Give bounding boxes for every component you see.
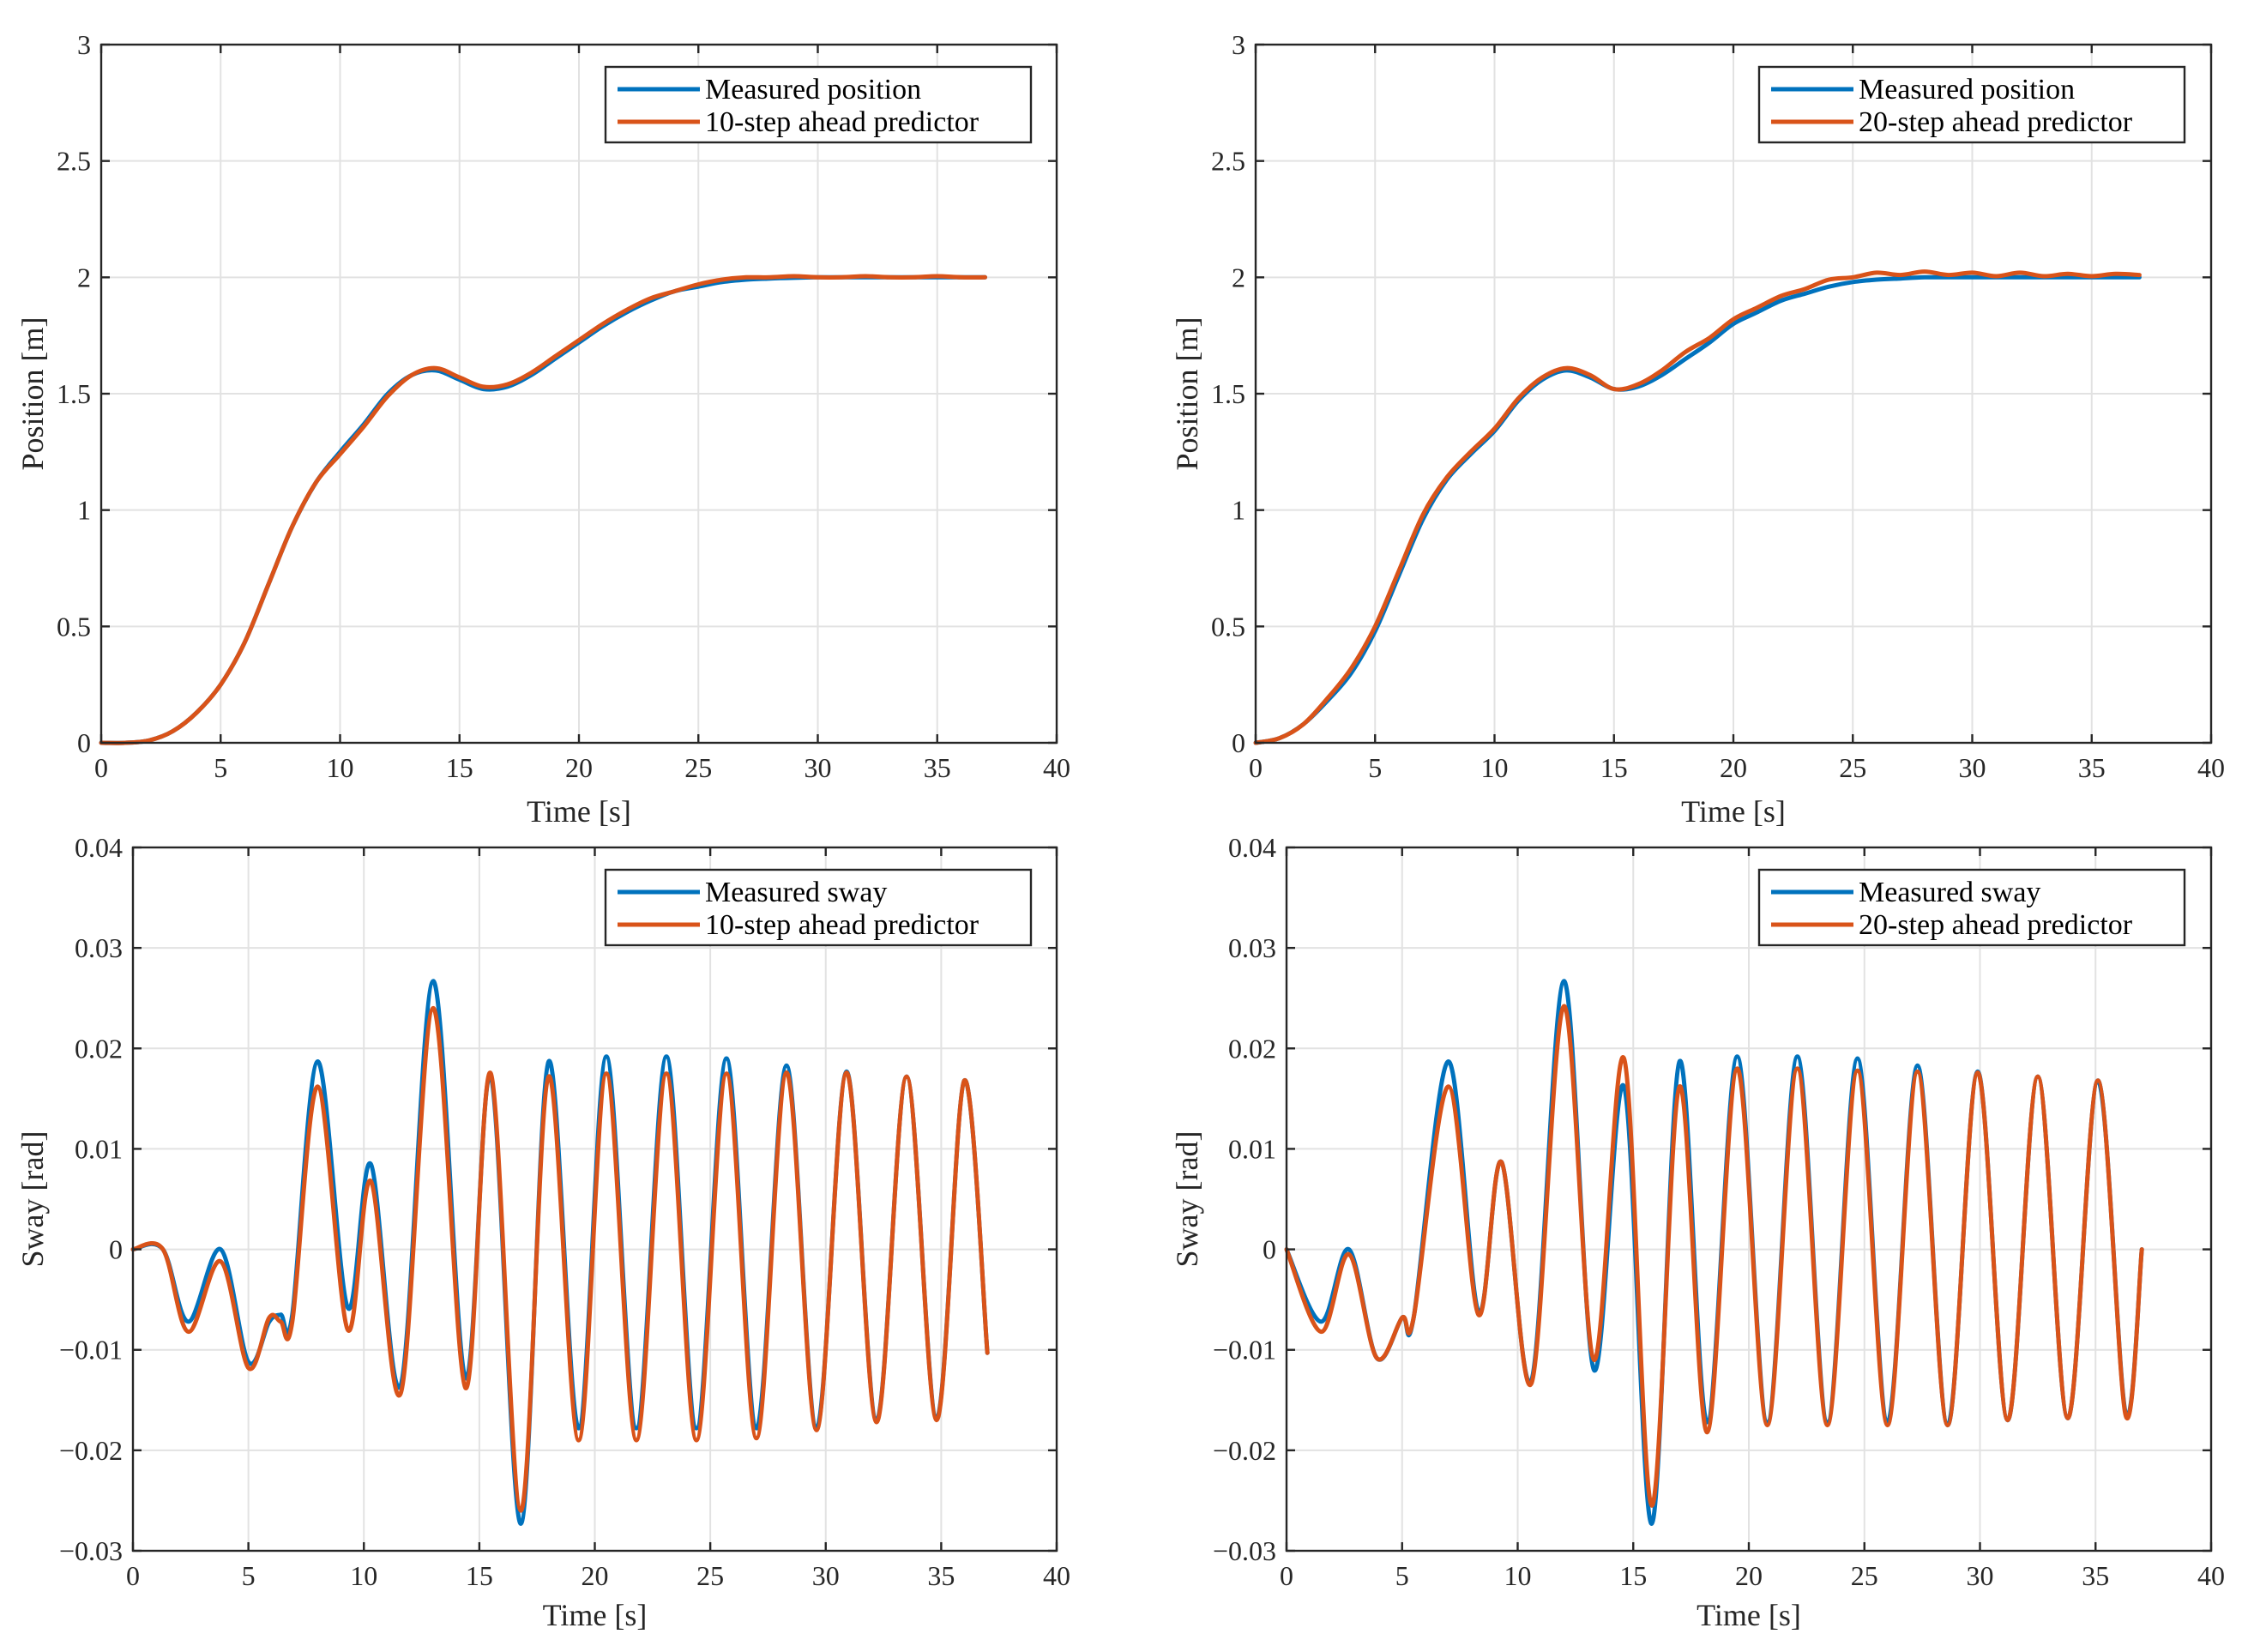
x-tick-label: 20 (582, 1560, 609, 1591)
x-tick-label: 30 (805, 752, 832, 783)
x-tick-label: 5 (1368, 752, 1382, 783)
x-tick-label: 10 (1481, 752, 1509, 783)
legend-label-measured: Measured sway (705, 877, 887, 908)
x-tick-label: 25 (684, 752, 712, 783)
y-tick-label: 3 (1232, 29, 1245, 60)
series-line-predictor (1253, 269, 2142, 745)
x-tick-label: 15 (466, 1560, 493, 1591)
x-tick-label: 25 (1839, 752, 1866, 783)
x-axis-label: Time [s] (1697, 1598, 1801, 1632)
x-tick-label: 20 (1735, 1560, 1763, 1591)
x-axis-label: Time [s] (1681, 794, 1786, 829)
y-tick-label: 0.5 (1211, 611, 1245, 642)
y-tick-label: 2.5 (57, 146, 91, 177)
y-tick-label: 0.03 (75, 932, 123, 963)
x-tick-label: 0 (126, 1560, 140, 1591)
y-tick-label: 1.5 (57, 378, 91, 409)
chart-position-20: 0 5 10 15 20 25 30 35 40 0 0.5 1 1.5 2 2.5 3 Time [s] Pos… (1170, 29, 2225, 829)
y-axis-label: Position [m] (1170, 317, 1204, 470)
legend-box (604, 65, 1033, 144)
y-tick-label: 0.04 (75, 832, 123, 863)
chart-position-10: 0 5 10 15 20 25 30 35 40 0 0.5 1 1.5 2 2.5 3 Time [s] Pos… (15, 29, 1070, 829)
x-tick-label: 10 (327, 752, 354, 783)
y-axis-label: Sway [rad] (15, 1131, 50, 1268)
x-tick-label: 40 (1043, 1560, 1070, 1591)
y-tick-label: 2 (77, 262, 91, 292)
y-axis-label: Sway [rad] (1170, 1131, 1204, 1268)
series-line-predictor (1284, 1004, 2144, 1508)
legend-box (1757, 65, 2186, 144)
legend-label-measured: Measured position (705, 74, 921, 106)
y-tick-label: 0.01 (1228, 1133, 1276, 1164)
x-tick-label: 35 (2078, 752, 2106, 783)
y-tick-label: −0.02 (1213, 1435, 1276, 1466)
x-tick-label: 35 (2082, 1560, 2109, 1591)
y-tick-label: 0 (1232, 727, 1245, 758)
x-tick-label: 35 (927, 1560, 955, 1591)
x-tick-label: 20 (1720, 752, 1747, 783)
y-tick-label: 0.01 (75, 1133, 123, 1164)
x-tick-label: 5 (242, 1560, 256, 1591)
y-tick-label: −0.01 (59, 1335, 123, 1366)
y-tick-label: 0 (77, 727, 91, 758)
x-tick-label: 0 (94, 752, 108, 783)
y-tick-label: −0.03 (59, 1535, 123, 1566)
legend-label-measured: Measured position (1859, 74, 2075, 106)
y-tick-label: 1 (77, 495, 91, 526)
chart-sway-20: 0 5 10 15 20 25 30 35 40 −0.03 −0.02 −0.01 0 0.01 0.02… (1170, 832, 2225, 1632)
chart-sway-10: 0 5 10 15 20 25 30 35 40 −0.03 −0.02 −0.01 0 0.01 0.02… (15, 832, 1070, 1632)
y-tick-label: 0.04 (1228, 832, 1276, 863)
x-tick-label: 25 (696, 1560, 724, 1591)
y-tick-label: −0.02 (59, 1435, 123, 1466)
y-tick-label: 0.02 (1228, 1033, 1276, 1064)
x-tick-label: 0 (1249, 752, 1263, 783)
y-tick-label: 0 (109, 1234, 123, 1265)
legend-box (1757, 868, 2186, 947)
y-tick-label: 0 (1263, 1234, 1276, 1265)
y-tick-label: 1 (1232, 495, 1245, 526)
x-tick-label: 25 (1851, 1560, 1878, 1591)
y-tick-label: 3 (77, 29, 91, 60)
series-line-predictor (99, 274, 987, 745)
x-tick-label: 15 (1619, 1560, 1647, 1591)
x-tick-label: 10 (1504, 1560, 1532, 1591)
x-tick-label: 15 (446, 752, 473, 783)
legend-label-predictor: 20-step ahead predictor (1859, 106, 2133, 138)
y-tick-label: 0.5 (57, 611, 91, 642)
y-tick-label: −0.03 (1213, 1535, 1276, 1566)
y-axis-label: Position [m] (15, 317, 50, 470)
x-tick-label: 0 (1280, 1560, 1293, 1591)
x-tick-label: 30 (812, 1560, 840, 1591)
legend-label-predictor: 10-step ahead predictor (705, 909, 979, 941)
x-tick-label: 30 (1967, 1560, 1994, 1591)
x-tick-label: 30 (1959, 752, 1986, 783)
y-tick-label: 0.03 (1228, 932, 1276, 963)
y-tick-label: 2 (1232, 262, 1245, 292)
legend-label-predictor: 10-step ahead predictor (705, 106, 979, 138)
x-axis-label: Time [s] (543, 1598, 648, 1632)
x-tick-label: 5 (1395, 1560, 1409, 1591)
y-tick-label: −0.01 (1213, 1335, 1276, 1366)
x-tick-label: 35 (924, 752, 951, 783)
legend-label-measured: Measured sway (1859, 877, 2040, 908)
x-tick-label: 15 (1600, 752, 1628, 783)
legend-label-predictor: 20-step ahead predictor (1859, 909, 2133, 941)
y-tick-label: 0.02 (75, 1033, 123, 1064)
x-axis-label: Time [s] (527, 794, 631, 829)
y-tick-label: 2.5 (1211, 146, 1245, 177)
x-tick-label: 40 (2197, 1560, 2225, 1591)
x-tick-label: 5 (214, 752, 227, 783)
y-tick-label: 1.5 (1211, 378, 1245, 409)
series-line-predictor (130, 1005, 990, 1513)
legend-box (604, 868, 1033, 947)
x-tick-label: 20 (565, 752, 593, 783)
x-tick-label: 40 (1043, 752, 1070, 783)
x-tick-label: 10 (350, 1560, 377, 1591)
x-tick-label: 40 (2197, 752, 2225, 783)
